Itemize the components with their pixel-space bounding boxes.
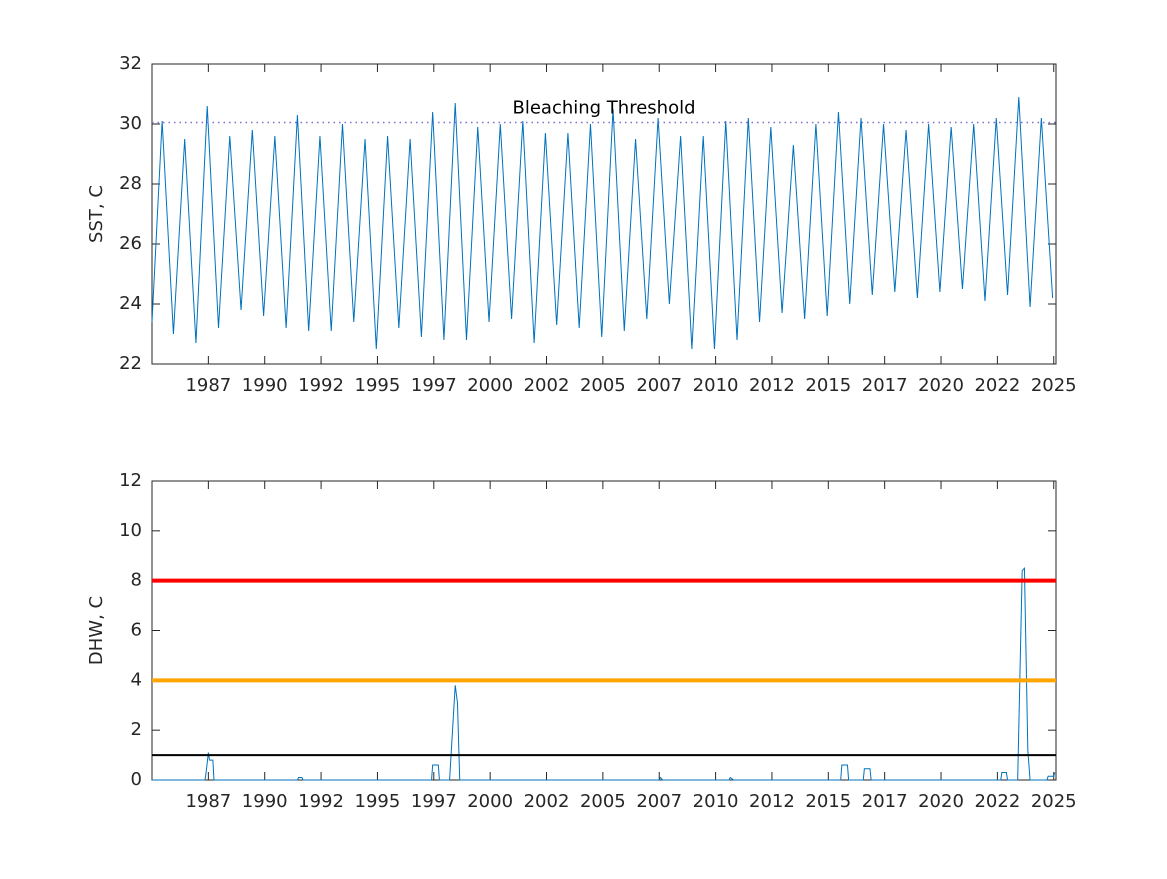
- x-tick-label: 1987: [185, 375, 231, 396]
- x-tick-label: 1990: [242, 791, 288, 812]
- x-tick-label: 2002: [524, 375, 570, 396]
- x-tick-label: 1992: [298, 791, 344, 812]
- x-tick-label: 2017: [862, 375, 908, 396]
- y-tick-label: 32: [119, 53, 142, 74]
- axes-box: [151, 480, 1057, 781]
- x-tick-label: 1992: [298, 375, 344, 396]
- data-line: [151, 96, 1054, 350]
- x-tick-label: 2010: [693, 791, 739, 812]
- y-tick-label: 0: [131, 769, 142, 790]
- x-tick-label: 2025: [1031, 375, 1077, 396]
- x-tick-label: 2015: [805, 791, 851, 812]
- x-tick-label: 2012: [749, 791, 795, 812]
- y-tick-label: 6: [131, 620, 142, 641]
- x-tick-label: 1987: [185, 791, 231, 812]
- x-tick-label: 2015: [805, 375, 851, 396]
- y-tick-label: 8: [131, 570, 142, 591]
- x-tick-label: 2000: [467, 791, 513, 812]
- y-tick-label: 4: [131, 669, 142, 690]
- data-line: [152, 566, 1056, 781]
- x-tick-label: 2010: [693, 375, 739, 396]
- reference-label: Bleaching Threshold: [512, 98, 695, 119]
- x-tick-label: 2007: [636, 375, 682, 396]
- x-tick-label: 2005: [580, 375, 626, 396]
- x-tick-label: 1995: [355, 791, 401, 812]
- x-tick-label: 1997: [411, 375, 457, 396]
- x-tick-label: 2022: [974, 791, 1020, 812]
- y-tick-label: 30: [119, 113, 142, 134]
- x-tick-label: 1995: [355, 375, 401, 396]
- y-tick-label: 24: [119, 293, 142, 314]
- x-tick-label: 1990: [242, 375, 288, 396]
- x-tick-label: 2005: [580, 791, 626, 812]
- x-tick-label: 2025: [1031, 791, 1077, 812]
- x-tick-label: 2020: [918, 375, 964, 396]
- y-tick-label: 22: [119, 353, 142, 374]
- x-tick-label: 2012: [749, 375, 795, 396]
- y-tick-label: 2: [131, 719, 142, 740]
- x-tick-label: 1997: [411, 791, 457, 812]
- x-tick-label: 2007: [636, 791, 682, 812]
- y-tick-label: 10: [119, 520, 142, 541]
- y-axis-label: SST, C: [86, 185, 107, 243]
- y-axis-label: DHW, C: [86, 596, 107, 665]
- y-tick-label: 28: [119, 173, 142, 194]
- x-tick-label: 2000: [467, 375, 513, 396]
- x-tick-label: 2017: [862, 791, 908, 812]
- x-tick-label: 2022: [974, 375, 1020, 396]
- x-tick-label: 2002: [524, 791, 570, 812]
- x-tick-label: 2020: [918, 791, 964, 812]
- y-tick-label: 26: [119, 233, 142, 254]
- y-tick-label: 12: [119, 470, 142, 491]
